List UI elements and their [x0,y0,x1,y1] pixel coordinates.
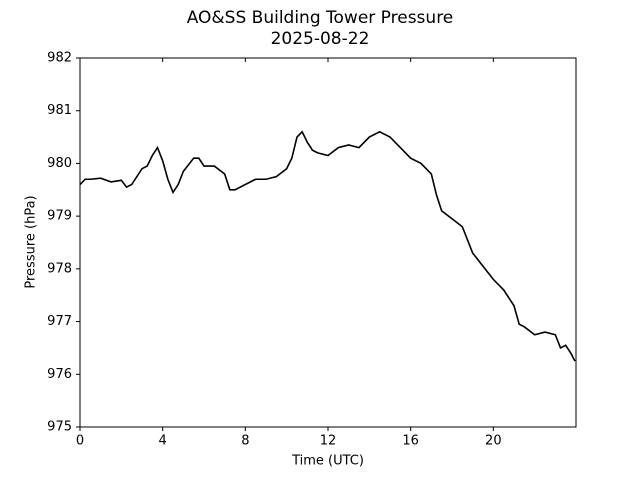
x-tick-label: 8 [241,434,249,449]
y-tick-label: 975 [47,420,72,435]
y-tick-label: 979 [47,209,72,224]
data-line [79,130,576,362]
y-axis-label: Pressure (hPa) [24,195,39,288]
y-tick-label: 981 [47,103,72,118]
y-tick-label: 977 [47,314,72,329]
x-tick-label: 16 [402,434,419,449]
y-tick-label: 978 [47,261,72,276]
y-tick-label: 976 [47,367,72,382]
x-tick-label: 4 [159,434,167,449]
x-tick-label: 0 [76,434,84,449]
y-tick-label: 980 [47,156,72,171]
plot-frame [79,57,577,428]
x-tick-label: 20 [485,434,502,449]
y-tick-label: 982 [47,51,72,66]
x-axis-label: Time (UTC) [291,454,364,469]
chart-title: AO&SS Building Tower Pressure [187,8,454,28]
x-tick-label: 12 [320,434,337,449]
chart-subtitle: 2025-08-22 [271,29,370,49]
